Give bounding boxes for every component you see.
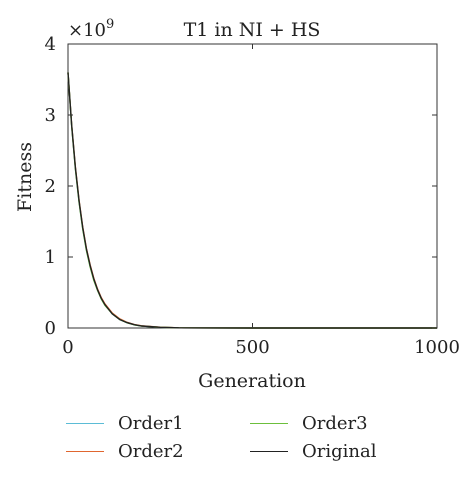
legend-swatch-original: [250, 451, 288, 452]
y-tick-label: 0: [45, 318, 56, 339]
legend-label-original: Original: [302, 441, 377, 462]
x-axis-label: Generation: [198, 370, 306, 392]
legend-label-order2: Order2: [118, 441, 184, 462]
y-tick-label: 2: [45, 176, 56, 197]
x-tick-label: 1000: [414, 337, 460, 358]
series-line-order2: [67, 72, 437, 329]
series-line-order1: [67, 72, 437, 329]
y-tick-label: 4: [45, 34, 56, 55]
plot-area: 0 500 1000 0 1 2 3 4: [45, 34, 460, 358]
legend-label-order3: Order3: [302, 413, 368, 434]
legend-swatch-order3: [250, 423, 288, 424]
series-line-order3: [67, 72, 437, 329]
legend-swatch-order2: [66, 451, 104, 452]
legend-item-order2: Order2: [66, 441, 184, 462]
plot-frame: [67, 43, 438, 329]
x-tick-label: 500: [235, 337, 269, 358]
legend-swatch-order1: [66, 423, 104, 424]
y-tick-label: 3: [45, 105, 56, 126]
x-tick-label: 0: [62, 337, 73, 358]
y-axis-multiplier: ×109: [68, 17, 114, 41]
legend-item-order3: Order3: [250, 413, 368, 434]
y-tick-label: 1: [45, 247, 56, 268]
series-line-original: [67, 72, 437, 329]
chart-title: T1 in NI + HS: [184, 19, 321, 41]
legend-item-order1: Order1: [66, 413, 184, 434]
legend-label-order1: Order1: [118, 413, 184, 434]
y-axis-label: Fitness: [14, 142, 36, 212]
legend-item-original: Original: [250, 441, 376, 462]
